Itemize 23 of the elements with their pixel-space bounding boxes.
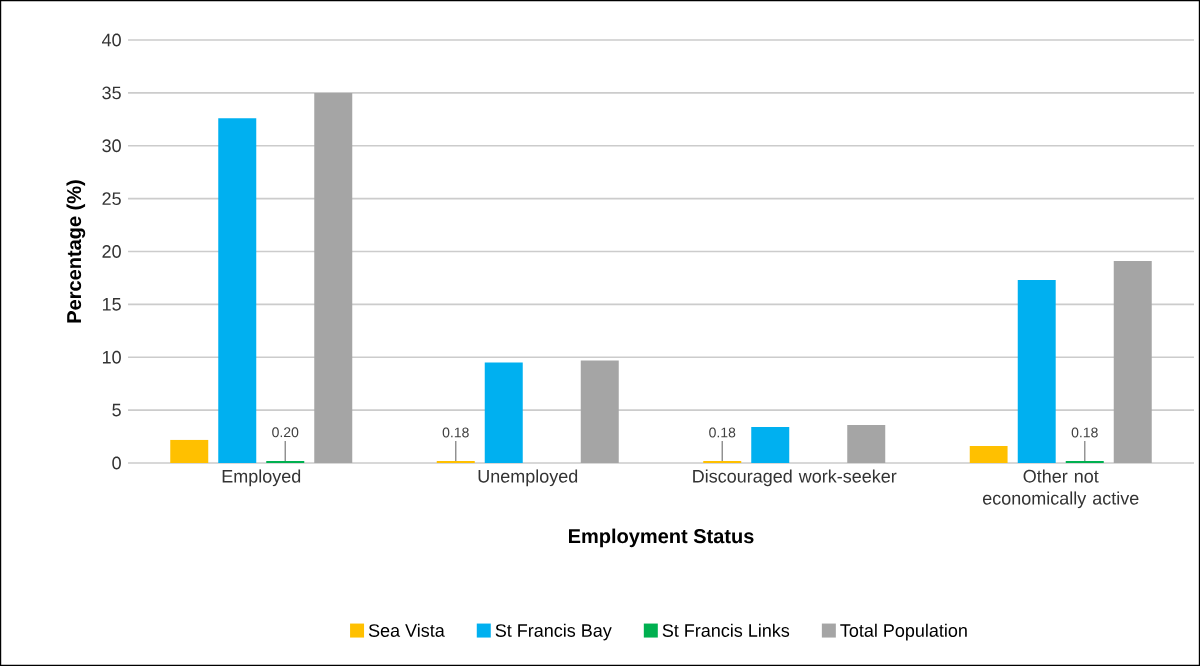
y-tick-label: 40 <box>101 33 121 47</box>
x-tick-label: Unemployed <box>478 469 578 487</box>
y-tick-label: 0 <box>112 456 121 470</box>
data-label: 0.18 <box>709 427 736 438</box>
data-label: 0.20 <box>272 427 299 438</box>
y-tick-label: 35 <box>102 86 121 100</box>
y-tick-label: 5 <box>112 403 121 417</box>
data-label: 0.18 <box>442 427 469 438</box>
legend-label: Total Population <box>840 623 967 641</box>
data-label: 0.18 <box>1071 427 1098 438</box>
y-tick-label: 30 <box>102 139 121 153</box>
x-tick-label: Employed <box>222 469 301 487</box>
y-tick-label: 20 <box>102 245 121 258</box>
legend-label: Sea Vista <box>368 623 445 637</box>
x-tick-label: Discouraged work-seeker <box>693 469 897 487</box>
y-tick-label: 15 <box>102 298 121 311</box>
y-tick-label: 25 <box>102 192 121 206</box>
y-axis-title: Percentage (%) <box>66 180 86 323</box>
x-axis-title: Employment Status <box>569 528 754 548</box>
y-tick-label: 10 <box>102 350 121 364</box>
legend-label: St Francis Bay <box>495 623 612 641</box>
legend-label: St Francis Links <box>662 623 790 637</box>
x-tick-label: Other not economically active <box>982 469 1139 509</box>
